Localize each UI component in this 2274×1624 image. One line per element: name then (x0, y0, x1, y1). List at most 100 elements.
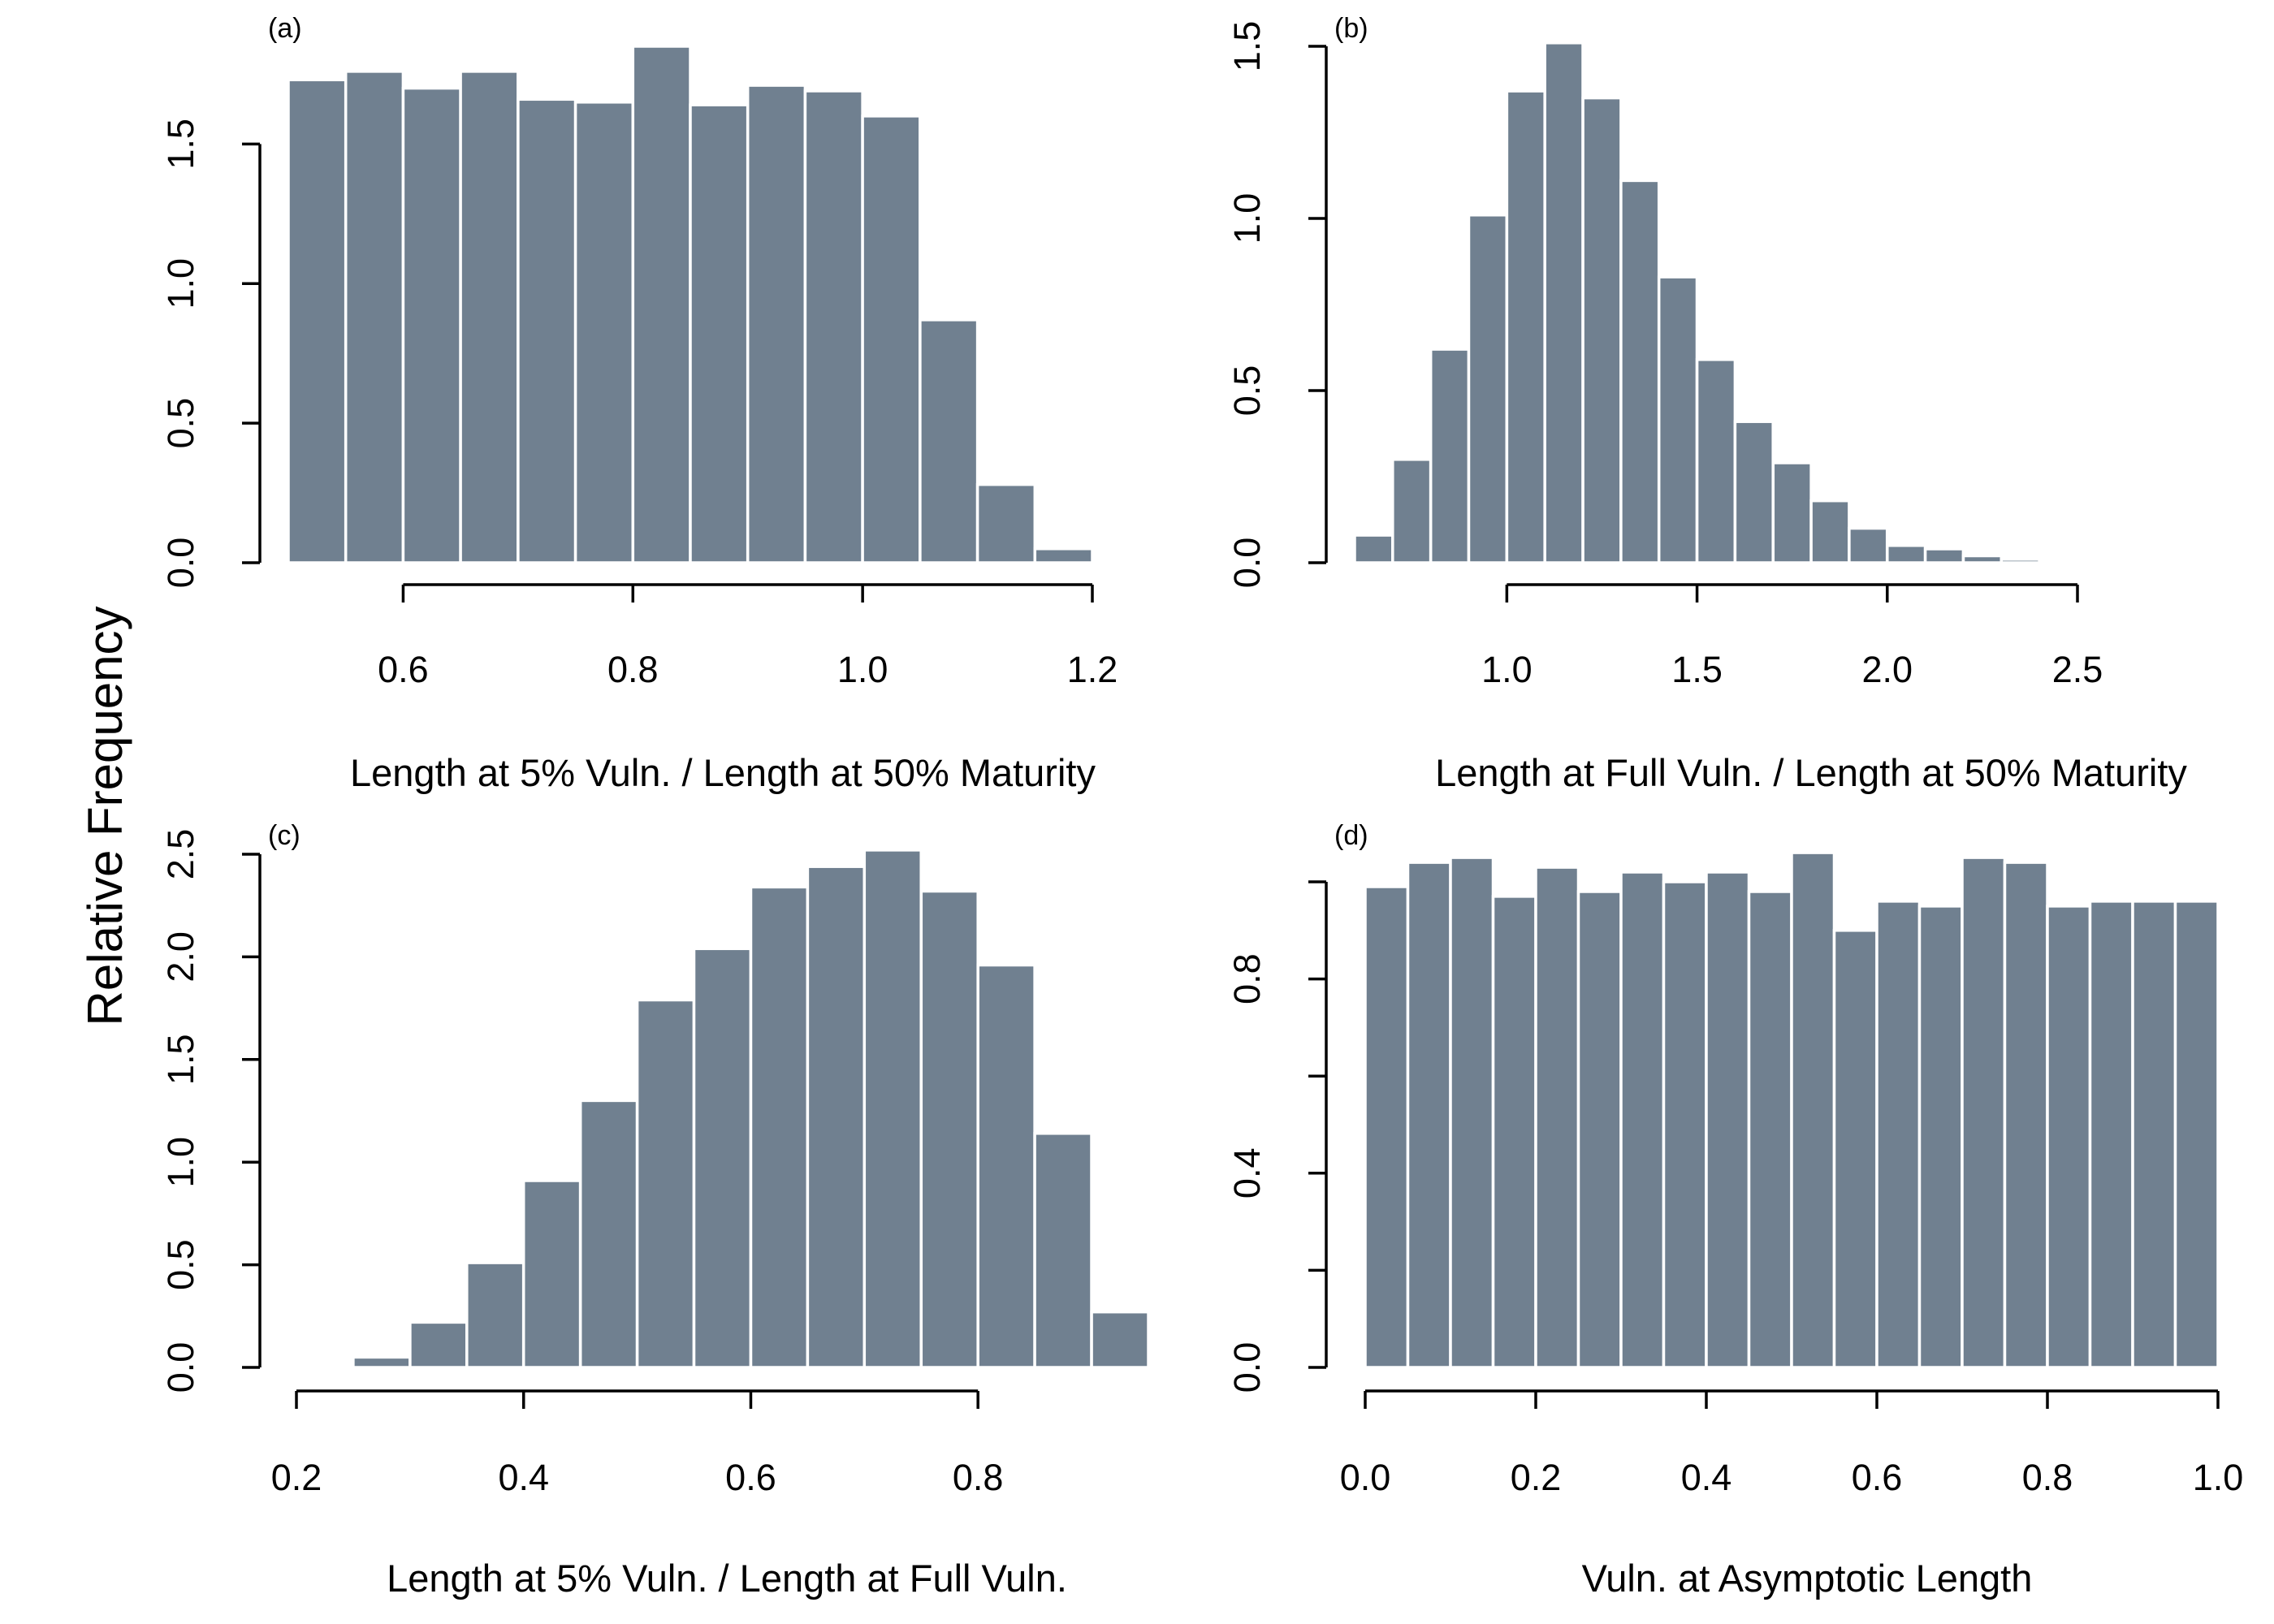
global-y-axis-label: Relative Frequency (78, 607, 132, 1026)
panel-d-histogram-bar (1364, 885, 1410, 1369)
panel-a-y-tick-label: 1.5 (160, 119, 201, 170)
panel-c-y-tick-label: 1.5 (160, 1034, 201, 1086)
panel-c-y-tick-label: 0.0 (160, 1342, 201, 1393)
panel-d-y-tick-label: 0.4 (1226, 1148, 1268, 1199)
panel-d-histogram-bar (2173, 900, 2220, 1369)
panel-b-histogram-bar (1505, 89, 1546, 564)
panel-d-tag: (d) (1334, 820, 1368, 851)
panel-c-histogram-bar (919, 889, 979, 1369)
panel-c-histogram-bar (409, 1320, 469, 1369)
panel-c-histogram-bar (352, 1355, 412, 1369)
panel-c-histogram-bar (578, 1099, 639, 1369)
panel-b-histogram-bar (1886, 544, 1927, 564)
panel-d-histogram-bar (2088, 900, 2134, 1369)
panel-d-histogram-bar (1449, 856, 1495, 1369)
panel-a-x-tick-label: 1.2 (1067, 649, 1118, 690)
panel-d-x-axis-title: Vuln. at Asymptotic Length (1582, 1557, 2033, 1600)
panel-b-histogram-bar (1961, 554, 2004, 564)
panel-b-histogram-bar (1467, 214, 1509, 564)
panel-d-histogram-bar (1534, 866, 1580, 1369)
panel-d-x-tick-label: 0.4 (1681, 1457, 1732, 1498)
panel-d-x-tick-label: 1.0 (2193, 1457, 2244, 1498)
panel-d-histogram-bar (1790, 851, 1836, 1369)
panel-d-histogram-bar (1705, 870, 1751, 1369)
panel-b-histogram-bar (1543, 41, 1584, 564)
panel-b-histogram-bar (1581, 96, 1623, 564)
panel-b-histogram-bar (1695, 358, 1737, 564)
panel-d-histogram-bar (1875, 900, 1922, 1369)
panel-d-histogram-bar (2046, 905, 2092, 1369)
panel-d-histogram-bar (2003, 861, 2049, 1369)
panel-a-x-axis-title: Length at 5% Vuln. / Length at 50% Matur… (350, 751, 1096, 794)
panel-d-histogram-bar (1576, 890, 1623, 1369)
panel-a-histogram-bar (746, 84, 807, 564)
panel-c-tag: (c) (268, 820, 300, 851)
panel-c-x-tick-label: 0.4 (498, 1457, 549, 1498)
panel-b-histogram-bar (1848, 526, 1889, 564)
panel-c-x-tick-label: 0.2 (271, 1457, 322, 1498)
panel-a-histogram-bar (287, 78, 348, 564)
panel-d-x-tick-label: 0.6 (1852, 1457, 1903, 1498)
panel-d-x-tick-label: 0.8 (2022, 1457, 2073, 1498)
panel-b-x-axis-title: Length at Full Vuln. / Length at 50% Mat… (1435, 751, 2187, 794)
panel-b-y-tick-label: 1.5 (1226, 21, 1268, 72)
panel-d-y-tick-label: 0.8 (1226, 953, 1268, 1004)
panel-c-y-tick-label: 0.5 (160, 1239, 201, 1290)
panel-c-histogram-bar (465, 1261, 525, 1369)
panel-c-histogram-bar (692, 947, 753, 1369)
panel-a-histogram-bar (861, 114, 922, 564)
panel-a-histogram-bar (689, 103, 750, 564)
panel-a-y-tick-label: 0.5 (160, 398, 201, 449)
panel-a-tag: (a) (268, 13, 302, 44)
panel-a-histogram-bar (1033, 547, 1094, 564)
panel-b-histogram-bar (1391, 458, 1433, 564)
panel-a-histogram-bar (573, 101, 635, 564)
panel-a-histogram-bar (459, 70, 520, 564)
panel-a-histogram-bar (919, 318, 979, 564)
panel-a-histogram-bar (344, 70, 405, 564)
panel-a-x-tick-label: 0.6 (378, 649, 429, 690)
panel-d-histogram-bar (2131, 900, 2177, 1369)
panel-d-x-tick-label: 0.0 (1340, 1457, 1391, 1498)
panel-a-histogram-bar (401, 86, 462, 564)
panel-c-histogram-bar (749, 885, 810, 1369)
panel-a-histogram-bar (517, 97, 577, 564)
panel-d-histogram-bar (1961, 856, 2007, 1369)
panel-d-y-tick-label: 0.0 (1226, 1342, 1268, 1393)
panel-b-y-tick-label: 1.0 (1226, 193, 1268, 244)
panel-a-histogram-bar (803, 89, 864, 564)
panel-d-histogram-bar (1917, 905, 1964, 1369)
panel-b-histogram-bar (1999, 558, 2041, 564)
panel-a-y-tick-label: 0.0 (160, 538, 201, 589)
panel-c-y-tick-label: 2.0 (160, 931, 201, 983)
panel-c-y-tick-label: 1.0 (160, 1137, 201, 1188)
panel-c-x-tick-label: 0.8 (953, 1457, 1004, 1498)
panel-c-histogram-bar (976, 963, 1036, 1369)
panel-b-histogram-bar (1619, 179, 1661, 564)
panel-b-histogram-bar (1771, 461, 1813, 564)
panel-b-x-tick-label: 1.5 (1671, 649, 1723, 690)
panel-d-histogram-bar (1406, 861, 1452, 1369)
panel-d-x-tick-label: 0.2 (1511, 1457, 1562, 1498)
panel-c-x-tick-label: 0.6 (725, 1457, 776, 1498)
panel-b-histogram-bar (1429, 348, 1471, 564)
panel-c-x-axis-title: Length at 5% Vuln. / Length at Full Vuln… (387, 1557, 1067, 1600)
panel-b-histogram-bar (1353, 533, 1394, 564)
panel-b-y-tick-label: 0.5 (1226, 365, 1268, 417)
panel-d-histogram-bar (1619, 870, 1666, 1369)
panel-c-histogram-bar (1033, 1132, 1093, 1369)
panel-d-histogram-bar (1491, 895, 1537, 1369)
panel-a-x-tick-label: 1.0 (837, 649, 888, 690)
panel-d-histogram-bar (1662, 880, 1708, 1369)
panel-b-histogram-bar (1809, 499, 1851, 564)
panel-b-x-tick-label: 1.0 (1481, 649, 1533, 690)
panel-b-histogram-bar (1923, 547, 1965, 564)
panel-a-y-tick-label: 1.0 (160, 258, 201, 309)
panel-c-histogram-bar (1090, 1310, 1150, 1369)
panel-d-histogram-bar (1747, 890, 1793, 1369)
panel-b-histogram-bar (1657, 275, 1699, 564)
panel-a-histogram-bar (631, 45, 692, 564)
panel-c-histogram-bar (862, 849, 923, 1369)
panel-c-histogram-bar (806, 865, 867, 1369)
panel-b-y-tick-label: 0.0 (1226, 538, 1268, 589)
